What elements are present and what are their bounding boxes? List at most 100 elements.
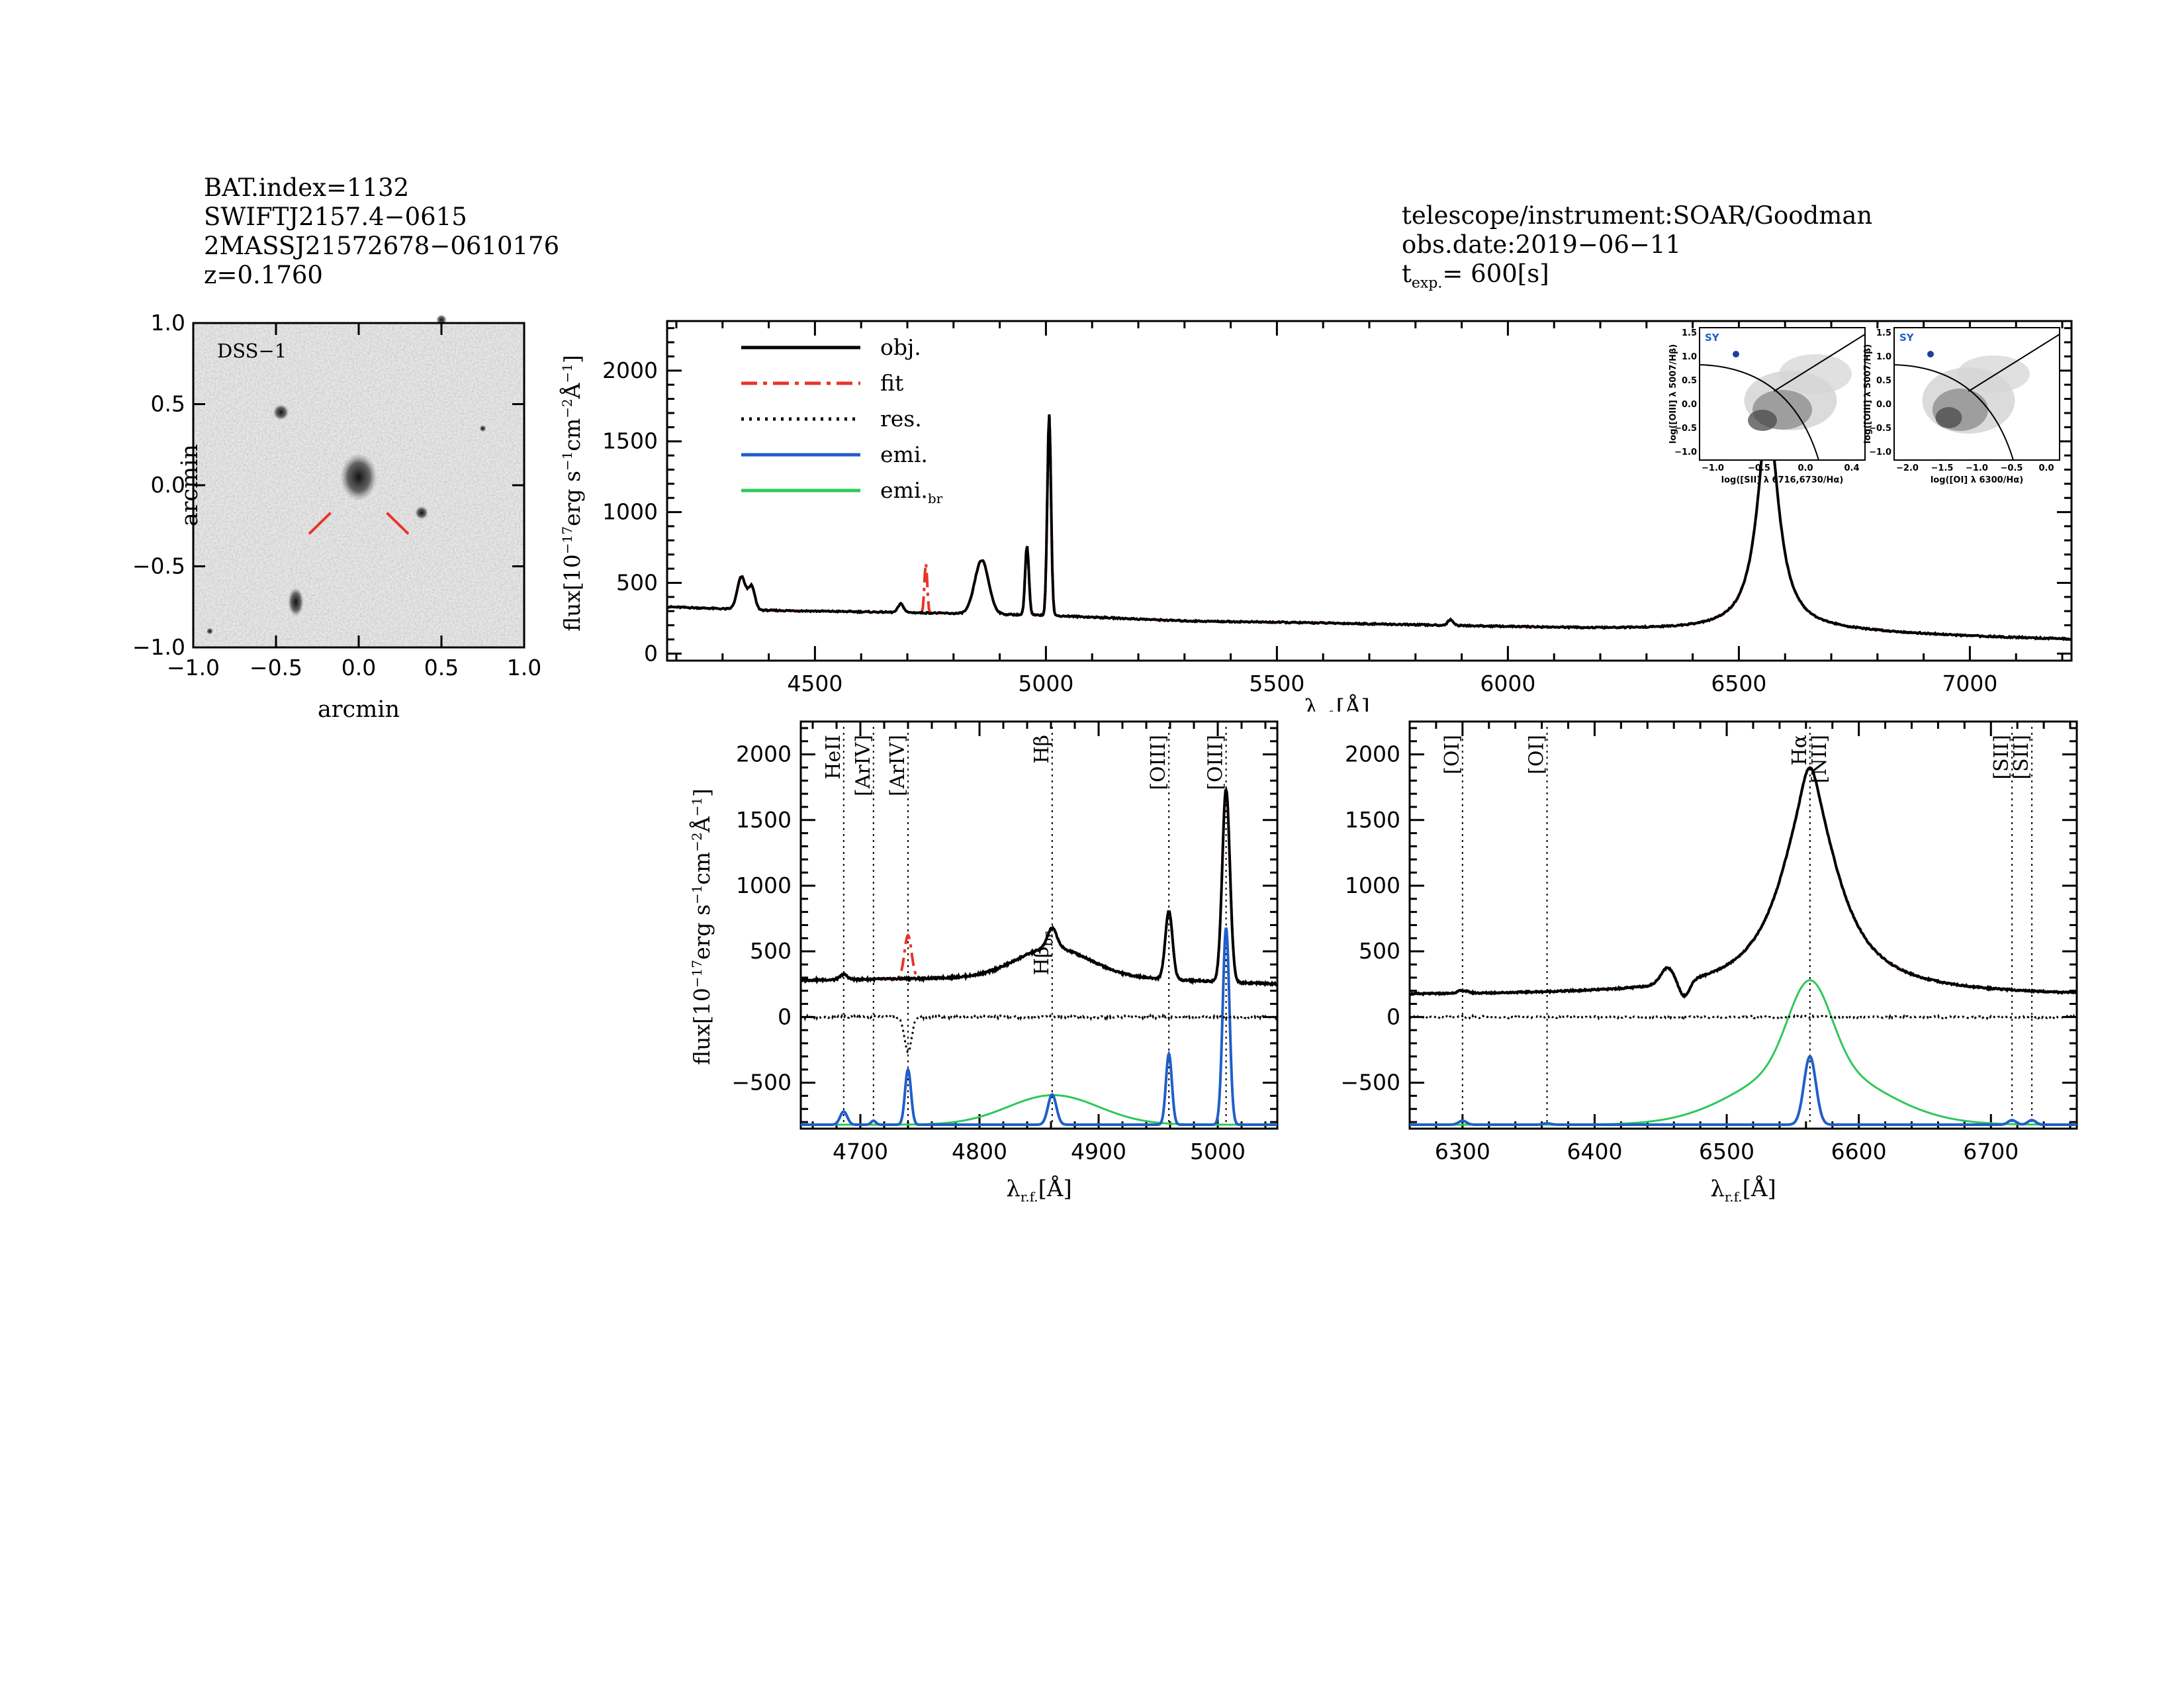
dss-source [479,425,486,432]
bpt-ytick: 0.5 [1876,376,1891,386]
halpha-panel: 6300 6400 6500 6600 6700 −500 0 500 1000 1500 2000… [1340,720,2078,1205]
full-spectrum-panel: 4500 5000 5500 6000 6500 7000 0 500 1000 1500 2000… [559,320,2073,712]
full-xtick-label: 4500 [787,671,842,696]
full-ytick-label: 2000 [602,357,658,383]
hbeta-marker-label: Hβ [1030,735,1054,764]
legend-res-label: res. [880,406,922,432]
bpt-point [1733,351,1739,357]
halpha-fit-curve [1410,766,2077,998]
bpt-xtick: 0.0 [1797,463,1813,473]
hbeta-emi-curve [801,927,1277,1126]
bpt-point [1927,351,1934,357]
halpha-xtick-label: 6500 [1699,1139,1754,1164]
bpt-inset: SY 1.5 1.0 0.5 0.0 −0.5 −1.0 −2.0 −1.5 −1.0 −0.5 0.… [1863,327,2060,485]
hbeta-obj-curve [800,787,1279,988]
bpt-ylabel: log([OIII] λ 5007/Hβ) [1668,344,1678,444]
dss-source [206,628,213,635]
halpha-emibr-curve [1410,979,2077,1126]
dss-source [288,587,304,617]
bpt-ytick: −1.0 [1869,447,1891,457]
hbeta-xlabel: λr.f.[Å] [1006,1175,1071,1205]
dss-source [273,404,289,420]
exposure-time: texp.= 600[s] [1402,259,1872,298]
target-marker-right [386,512,410,535]
target-marker-left [308,512,332,535]
hbeta-panel: 4700 4800 4900 5000 −500 0 500 1000 1500 2000 HeI… [688,720,1279,1205]
dss-ytick-label: −1.0 [132,634,185,660]
hbeta-ylabel: flux[10−17erg s−1cm−2Å−1] [688,788,715,1065]
halpha-xlabel: λr.f.[Å] [1710,1175,1776,1205]
dss-ytick-label: −0.5 [132,553,185,579]
full-ytick-label: 500 [616,569,658,595]
halpha-ytick-label: −500 [1340,1070,1400,1096]
dss-xtick-label: −1.0 [167,655,220,680]
bpt-ytick: 0.0 [1682,400,1697,410]
halpha-marker-label: [OI] [1525,735,1549,774]
hbeta-marker-label: [OIII] [1205,735,1228,790]
bpt-xtick: 0.0 [2038,463,2054,473]
bpt-xlabel: log([OI] λ 6300/Hα) [1931,475,2023,485]
halpha-ytick-label: 0 [1387,1004,1400,1029]
bpt-ytick: 1.5 [1682,328,1697,338]
halpha-marker-label: [SII] [2010,735,2033,780]
hbeta-marker-label: [ArIV] [852,735,875,796]
legend-emibr-label: emi.br [880,477,943,506]
hbeta-ytick-label: 0 [778,1004,792,1029]
halpha-ytick-label: 2000 [1345,741,1400,767]
halpha-frame [1408,720,2078,1130]
dss-ylabel: arcmin [177,444,203,526]
hbeta-ytick-label: 1500 [736,807,792,833]
bpt-ytick: −1.0 [1674,447,1697,457]
bpt-ytick: −0.5 [1674,424,1697,434]
dss-xtick-label: 0.0 [341,655,376,680]
full-obj-curve [667,414,2072,641]
bpt-sy-label: SY [1705,332,1720,344]
bpt-ytick: 1.0 [1876,352,1891,362]
hbeta-ytick-label: 500 [750,938,792,964]
twomass-name: 2MASSJ21572678−0610176 [204,232,560,260]
halpha-marker-label: Hα [1788,735,1811,765]
legend-emi-label: emi. [880,442,928,467]
bpt-xtick: 0.4 [1844,463,1859,473]
bpt-xtick: −0.5 [2001,463,2023,473]
dss-xtick-label: 0.5 [424,655,459,680]
hbeta-xtick-label: 4900 [1071,1139,1126,1164]
halpha-emi-curve [1410,1055,2077,1126]
dss-ytick-label: 0.5 [151,391,185,417]
bpt-ytick: −0.5 [1869,424,1891,434]
dss-xtick-label: −0.5 [250,655,302,680]
hbeta-ytick-label: −500 [731,1070,792,1096]
halpha-res-curve [1409,1013,2077,1021]
hbeta-xtick-label: 4700 [833,1139,888,1164]
hbeta-ytick-label: 1000 [736,872,792,898]
full-ylabel: flux[10−17erg s−1cm−2Å−1] [559,355,585,632]
dss-image-panel: −1.0−1.0 −0.5 −0.5 0.0 0.0 0.5 0.5 1.0 1.0 DSS−1… [132,310,541,723]
full-xtick-label: 7000 [1942,671,1997,696]
bpt-ytick: 0.5 [1682,376,1697,386]
halpha-ytick-label: 1000 [1345,872,1400,898]
full-xtick-label: 6500 [1711,671,1766,696]
obs-date: obs.date:2019−06−11 [1402,230,1682,259]
hbeta-marker-label: [OIII] [1147,735,1170,790]
dss-ytick-label: 0.0 [151,472,185,498]
dss-xlabel: arcmin [318,696,400,723]
bpt-xlabel: log([SII] λ 6716,6730/Hα) [1721,475,1844,485]
hbeta-ytick-label: 2000 [736,741,792,767]
halpha-xtick-label: 6300 [1435,1139,1490,1164]
full-ytick-label: 0 [644,640,658,666]
halpha-marker-label: [OI] [1441,735,1464,774]
legend: obj. fit res. emi. emi.br [741,334,943,506]
hbeta-res-curve [800,1013,1278,1054]
bpt-xtick: −1.0 [1702,463,1724,473]
bpt-inset: SY1.51.00.50.0−0.5−1.0−1.0 −0.5 0.0 0.4log(… [1668,327,1866,485]
bpt-xtick: −1.5 [1931,463,1954,473]
bpt-ytick: 0.0 [1876,400,1891,410]
halpha-xtick-label: 6600 [1831,1139,1887,1164]
bpt-xtick: −1.0 [1966,463,1988,473]
hbeta-marker-label: [ArIV] [886,735,909,796]
texp-sub: exp. [1411,275,1443,292]
full-xlabel: λr.f.[Å] [1304,694,1369,712]
instrument: telescope/instrument:SOAR/Goodman [1402,201,1873,230]
bpt-sy-label: SY [1899,332,1915,344]
dss-source [415,506,428,520]
